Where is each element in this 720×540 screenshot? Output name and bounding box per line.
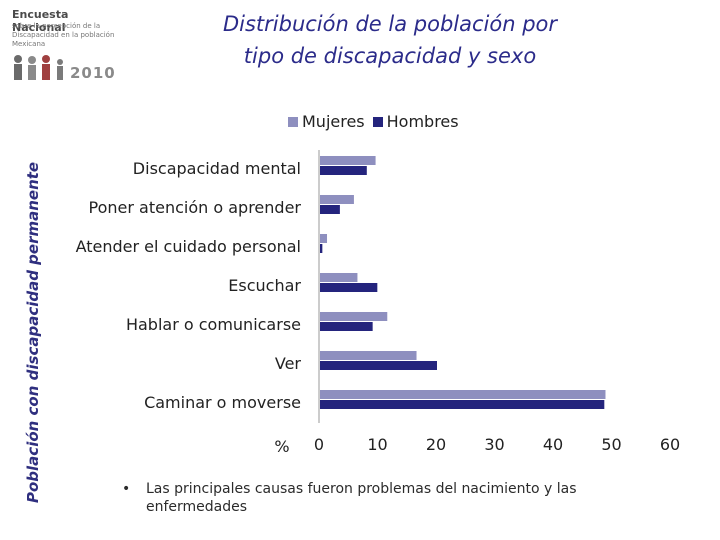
bullet-text: Las principales causas fueron problemas … <box>146 481 577 515</box>
bar-hombres <box>320 361 437 370</box>
x-tick-label: 0 <box>314 435 324 454</box>
category-label: Poner atención o aprender <box>89 198 302 217</box>
bar-mujeres <box>320 351 417 360</box>
x-tick-label: 60 <box>660 435 680 454</box>
category-label: Ver <box>275 354 302 373</box>
logo-subtitle: sobre la percepción de la Discapacidad e… <box>12 22 115 48</box>
bar-mujeres <box>320 273 358 282</box>
x-tick-label: 20 <box>426 435 446 454</box>
legend-swatch-mujeres <box>288 116 298 127</box>
bar-hombres <box>320 166 367 175</box>
bar-hombres <box>320 322 373 331</box>
title-line-2: tipo de discapacidad y sexo <box>243 44 537 68</box>
bar-mujeres <box>320 195 354 204</box>
legend-label-hombres: Hombres <box>386 112 459 131</box>
logo-title: Encuesta Nacional <box>12 8 69 34</box>
category-label: Escuchar <box>228 276 301 295</box>
category-label: Caminar o moverse <box>144 393 301 412</box>
legend-item-hombres: Hombres <box>372 112 459 131</box>
bar-hombres <box>320 205 340 214</box>
legend-item-mujeres: Mujeres <box>288 112 365 131</box>
bullet-note: • Las principales causas fueron problema… <box>120 480 640 516</box>
category-label: Hablar o comunicarse <box>126 315 301 334</box>
logo-year: 2010 <box>70 64 116 82</box>
x-tick-label: 50 <box>601 435 621 454</box>
title-line-1: Distribución de la población por <box>222 12 558 36</box>
page-title: Distribución de la población por tipo de… <box>170 8 610 72</box>
bar-hombres <box>320 283 378 292</box>
x-tick-label: 40 <box>543 435 563 454</box>
legend-swatch-hombres <box>372 116 383 127</box>
x-tick-label: 10 <box>367 435 387 454</box>
enadis-logo: Encuesta Nacional sobre la percepción de… <box>8 6 120 98</box>
legend-label-mujeres: Mujeres <box>302 112 365 131</box>
chart-legend: Mujeres Hombres <box>288 112 467 131</box>
x-tick-label: 30 <box>484 435 504 454</box>
bullet-dot: • <box>122 481 131 497</box>
x-axis-label: % <box>274 437 289 456</box>
category-label: Discapacidad mental <box>133 159 301 178</box>
bar-mujeres <box>320 156 376 165</box>
bar-hombres <box>320 400 605 409</box>
bar-mujeres <box>320 312 388 321</box>
bar-mujeres <box>320 234 328 243</box>
category-label: Atender el cuidado personal <box>76 237 301 256</box>
bar-hombres <box>320 244 323 253</box>
bar-mujeres <box>320 390 606 399</box>
people-icon <box>14 55 63 80</box>
bar-chart: Discapacidad mental Poner atención o apre… <box>76 150 680 456</box>
